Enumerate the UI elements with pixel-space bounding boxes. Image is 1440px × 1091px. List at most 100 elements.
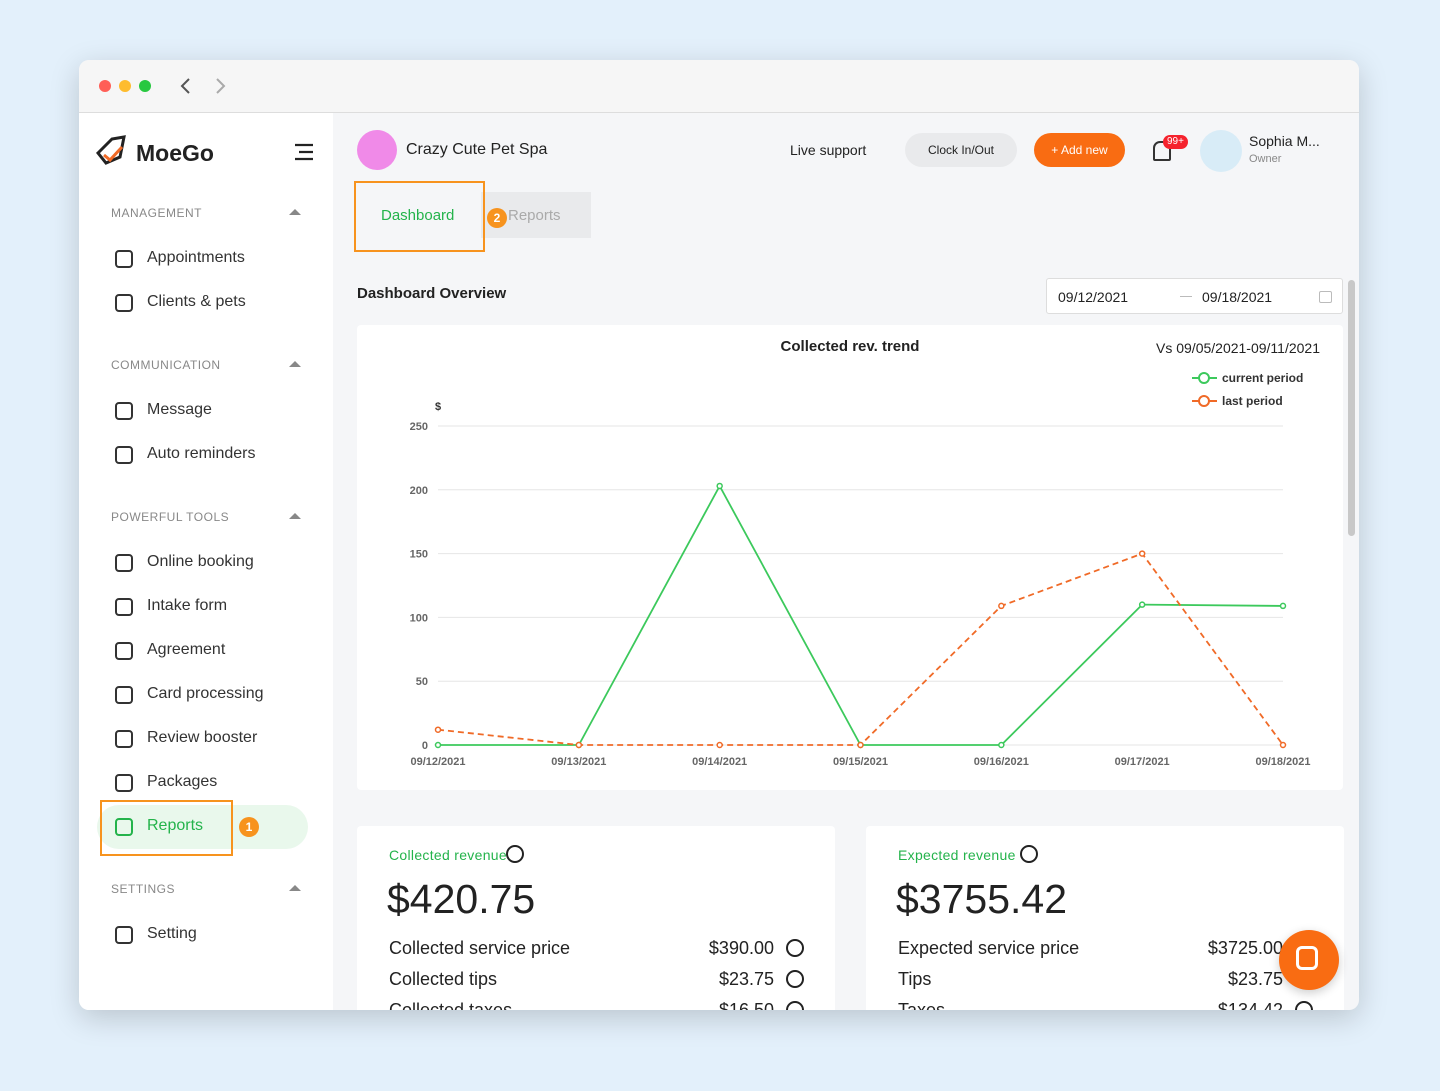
max-dot[interactable] (139, 80, 151, 92)
help-icon (786, 939, 804, 957)
nav-item[interactable]: Intake form (147, 597, 228, 614)
y-tick-label: 150 (410, 549, 428, 561)
nav-icon (115, 818, 133, 836)
nav-item[interactable]: Clients & pets (147, 293, 246, 310)
close-dot[interactable] (99, 80, 111, 92)
help-icon (506, 845, 524, 863)
y-tick-label: 200 (410, 485, 428, 497)
nav-item[interactable]: Setting (147, 925, 197, 942)
row-label: Collected taxes (389, 1000, 513, 1010)
section-title: COMMUNICATION (111, 358, 221, 372)
collapse-arrow[interactable] (289, 885, 301, 891)
brand: MoeGo (136, 140, 214, 166)
chart-card: Collected rev. trend Vs 09/05/2021-09/11/… (357, 325, 1343, 790)
row-label: Tips (898, 969, 932, 989)
card-title: Collected revenue (389, 847, 507, 863)
x-tick-label: 09/14/2021 (692, 756, 747, 768)
tab[interactable]: Reports (508, 207, 561, 224)
user-avatar[interactable] (1200, 130, 1242, 172)
y-tick-label: 250 (410, 421, 428, 433)
nav-item[interactable]: Card processing (147, 685, 264, 702)
nav-icon (115, 686, 133, 704)
add-new-button[interactable]: + Add new (1034, 133, 1125, 167)
x-tick-label: 09/18/2021 (1255, 756, 1310, 768)
chart-title: Collected rev. trend (781, 338, 920, 355)
collapse-arrow[interactable] (289, 513, 301, 519)
point (1138, 601, 1146, 608)
nav-icon (115, 294, 133, 312)
user-name[interactable]: Sophia M... (1249, 133, 1320, 149)
user-role: Owner (1249, 153, 1282, 165)
collapse-arrow[interactable] (289, 361, 301, 367)
series-line (437, 552, 1284, 746)
revenue-card: Collected revenue $420.75 Collected servic… (357, 826, 835, 1010)
x-tick-label: 09/13/2021 (551, 756, 606, 768)
tab[interactable]: Dashboard (381, 207, 455, 224)
x-tick-label: 09/17/2021 (1115, 756, 1170, 768)
point (1279, 602, 1287, 610)
business-name[interactable]: Crazy Cute Pet Spa (406, 141, 548, 158)
row-label: Expected service price (898, 938, 1080, 958)
main: Crazy Cute Pet Spa Live support Clock In/O… (333, 113, 1359, 1010)
point (1279, 741, 1287, 749)
nav-icon (115, 446, 133, 464)
menu-toggle[interactable] (291, 143, 315, 161)
title-bar (79, 60, 1359, 113)
nav-item[interactable]: Agreement (147, 641, 226, 658)
nav-item[interactable]: Message (147, 401, 212, 418)
legend-label: last period (1222, 394, 1283, 408)
card-total: $420.75 (387, 876, 536, 922)
legend-label: current period (1222, 371, 1303, 385)
scrollbar (1348, 280, 1355, 536)
live-support[interactable]: Live support (790, 142, 867, 158)
x-tick-label: 09/16/2021 (974, 756, 1029, 768)
nav-icon (115, 554, 133, 572)
collapse-arrow[interactable] (289, 209, 301, 215)
point (1138, 550, 1146, 557)
row-label: Collected service price (389, 938, 571, 958)
nav-icon (115, 642, 133, 660)
card-title: Expected revenue (898, 847, 1016, 863)
nav-item[interactable]: Auto reminders (147, 445, 256, 462)
row-label: Taxes (898, 1000, 946, 1010)
row-value: $16.50 (718, 1000, 774, 1010)
help-icon (786, 970, 804, 988)
min-dot[interactable] (119, 80, 131, 92)
bell[interactable] (1153, 141, 1171, 161)
row-label: Collected tips (389, 969, 498, 989)
chat-button[interactable] (1279, 930, 1339, 990)
series-line (438, 484, 1284, 746)
section-title: MANAGEMENT (111, 206, 203, 220)
point (857, 741, 864, 749)
nav-item[interactable]: Review booster (147, 729, 258, 746)
help-icon (786, 1001, 804, 1010)
date-picker[interactable] (1046, 278, 1343, 314)
nav-item[interactable]: Packages (147, 773, 218, 790)
notify-badge: 99+ (1163, 135, 1188, 149)
calendar-icon (1319, 291, 1332, 303)
legend-marker (1198, 372, 1210, 384)
annotation-badge: 2 (487, 208, 507, 228)
overview-title: Dashboard Overview (357, 285, 507, 302)
clock-button[interactable]: Clock In/Out (905, 133, 1017, 167)
date-from[interactable]: 09/12/2021 (1058, 289, 1129, 305)
section-title: SETTINGS (111, 882, 176, 896)
nav-icon (115, 926, 133, 944)
date-to[interactable]: 09/18/2021 (1202, 289, 1273, 305)
y-tick-label: 50 (416, 676, 428, 688)
x-tick-label: 09/15/2021 (833, 756, 888, 768)
section-title: POWERFUL TOOLS (111, 510, 230, 524)
nav-item[interactable]: Online booking (147, 553, 254, 570)
row-value: $390.00 (708, 938, 774, 958)
chart-subtitle: Vs 09/05/2021-09/11/2021 (1156, 340, 1320, 356)
point (998, 741, 1005, 749)
row-value: $134.42 (1217, 1000, 1283, 1010)
point (575, 741, 583, 749)
help-icon (1020, 845, 1038, 863)
revenue-card: Expected revenue $3755.42 Expected service… (866, 826, 1344, 1010)
nav-arrows[interactable] (177, 76, 237, 96)
nav-item[interactable]: Reports (147, 817, 204, 834)
sidebar: MoeGo MANAGEMENT Appointments Clients & pe… (79, 113, 333, 1010)
nav-item[interactable]: Appointments (147, 249, 245, 266)
